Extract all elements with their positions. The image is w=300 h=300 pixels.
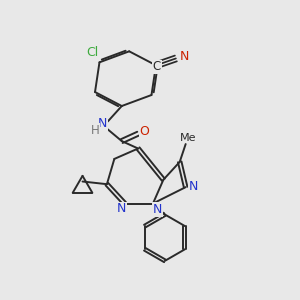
Text: O: O xyxy=(140,125,150,138)
Text: H: H xyxy=(91,124,99,137)
Text: N: N xyxy=(153,203,162,216)
Text: N: N xyxy=(188,180,198,193)
Text: Cl: Cl xyxy=(86,46,98,59)
Text: N: N xyxy=(180,50,190,64)
Text: N: N xyxy=(98,117,107,130)
Text: Me: Me xyxy=(180,133,196,142)
Text: C: C xyxy=(153,60,161,73)
Text: N: N xyxy=(117,202,127,215)
